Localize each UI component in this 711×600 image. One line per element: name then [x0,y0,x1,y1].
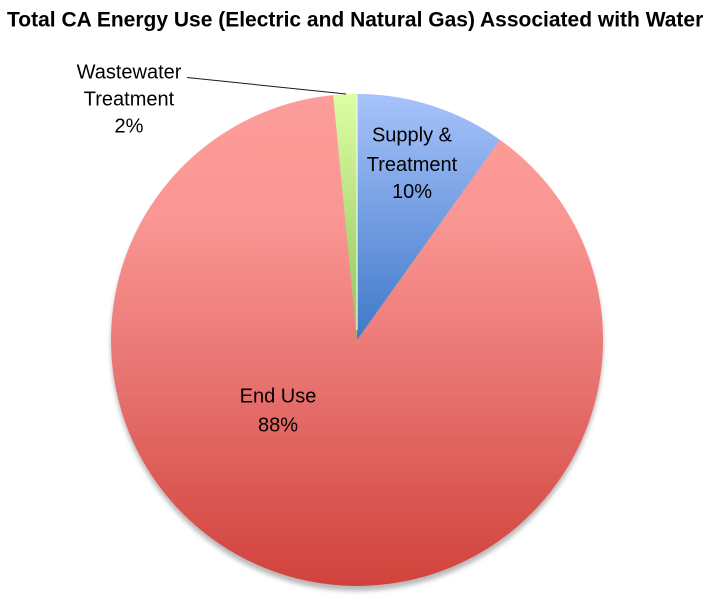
svg-text:2%: 2% [115,116,144,138]
svg-text:88%: 88% [258,415,298,437]
svg-text:Total CA Energy Use (Electric: Total CA Energy Use (Electric and Natura… [7,9,703,32]
svg-text:Wastewater: Wastewater [77,62,182,84]
svg-text:Supply &: Supply & [372,125,453,147]
svg-text:10%: 10% [392,181,432,203]
svg-text:Treatment: Treatment [367,154,458,176]
svg-text:End Use: End Use [240,386,317,408]
svg-text:Treatment: Treatment [84,89,175,111]
